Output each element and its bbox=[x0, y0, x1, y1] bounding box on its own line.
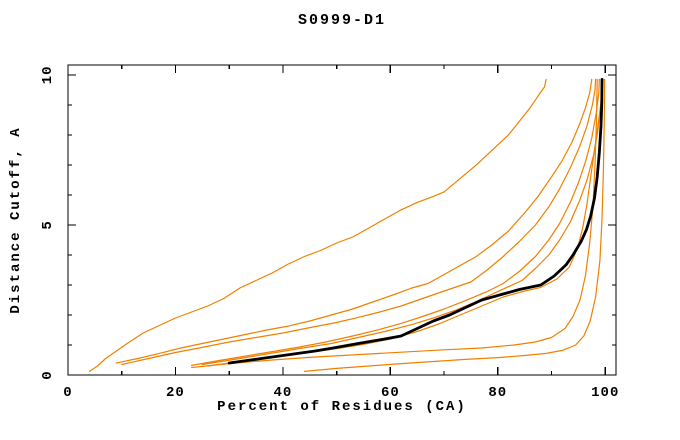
curve-black-bold bbox=[227, 78, 604, 365]
y-tick-label-10: 10 bbox=[40, 65, 56, 84]
x-tick-label-100: 100 bbox=[591, 385, 619, 401]
curve-orange-2 bbox=[115, 78, 593, 364]
x-tick-label-80: 80 bbox=[488, 385, 507, 401]
x-tick-label-40: 40 bbox=[273, 385, 292, 401]
chart-title: S0999-D1 bbox=[297, 12, 386, 29]
curve-orange-6 bbox=[207, 78, 604, 367]
x-tick-label-0: 0 bbox=[63, 385, 72, 401]
x-axis-label: Percent of Residues (CA) bbox=[217, 399, 467, 415]
x-tick-label-20: 20 bbox=[166, 385, 185, 401]
curve-orange-late-2 bbox=[303, 78, 606, 372]
y-tick-label-5: 5 bbox=[40, 220, 56, 229]
x-tick-label-60: 60 bbox=[381, 385, 400, 401]
curve-orange-late-1 bbox=[191, 78, 598, 369]
plot-frame bbox=[67, 64, 617, 376]
curve-orange-4 bbox=[191, 78, 600, 366]
y-tick-label-0: 0 bbox=[40, 370, 56, 379]
curve-orange-outlier bbox=[88, 78, 547, 372]
curve-orange-3 bbox=[121, 78, 597, 366]
curve-orange-5 bbox=[201, 78, 603, 366]
